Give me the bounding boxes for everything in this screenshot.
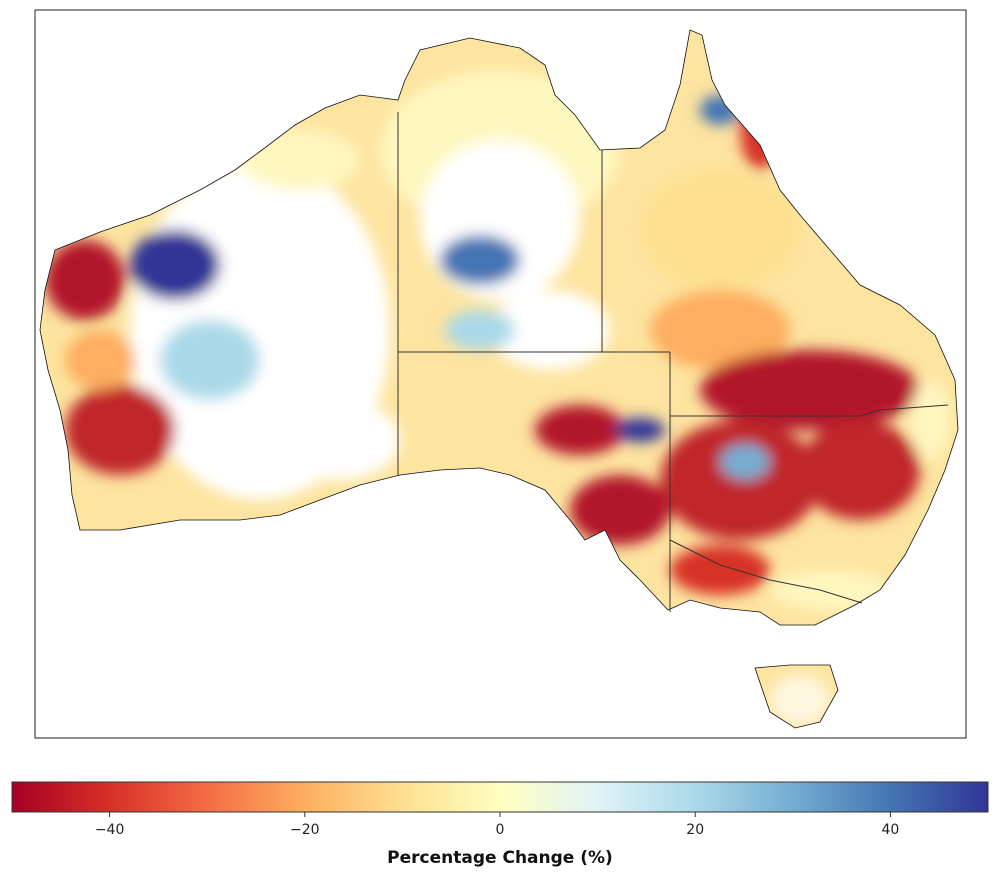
state-borders: [397, 112, 949, 612]
colorbar-tick-label: 0: [496, 822, 505, 838]
colorbar: −40 −20 0 20 40 Percentage Change (%): [11, 781, 989, 868]
colorbar-bar: [11, 781, 989, 813]
colorbar-tick-label: 40: [881, 822, 899, 838]
map-panel: [34, 9, 967, 739]
colorbar-tick-label: −20: [290, 822, 320, 838]
colorbar-tick-label: −40: [95, 822, 125, 838]
colorbar-tick-label: 20: [686, 822, 704, 838]
colorbar-label: Percentage Change (%): [387, 848, 613, 868]
